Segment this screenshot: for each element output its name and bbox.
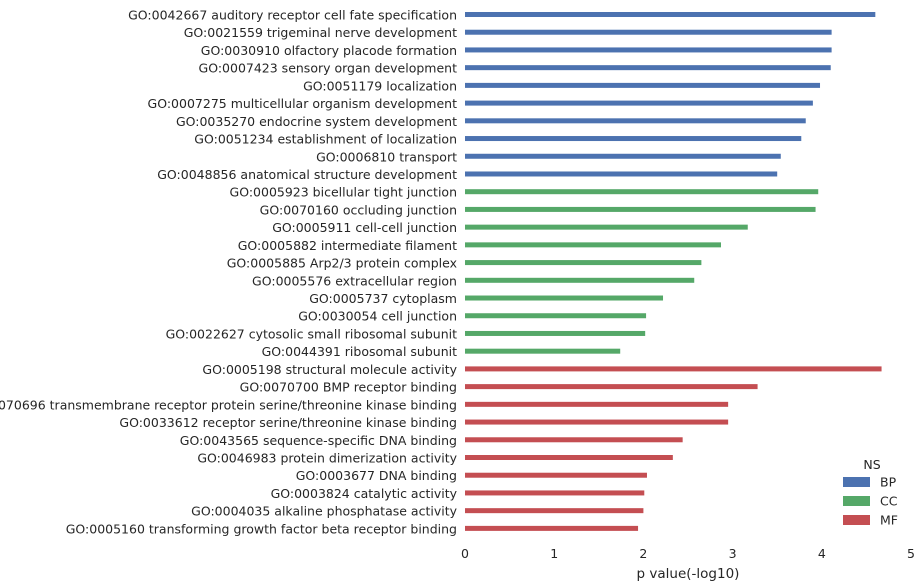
bar-cc — [465, 206, 816, 212]
category-label: GO:0070160 occluding junction — [260, 202, 457, 217]
bar-bp — [465, 65, 831, 71]
bar-cc — [465, 242, 721, 248]
legend-entries: BP CC MF — [843, 475, 898, 528]
bar-cc — [465, 295, 664, 301]
legend-title: NS — [863, 457, 880, 472]
category-label: GO:0048856 anatomical structure developm… — [157, 167, 457, 182]
x-tick-label: 1 — [550, 546, 558, 561]
bar-bp — [465, 171, 778, 177]
x-tick-label: 3 — [729, 546, 737, 561]
bar-bp — [465, 153, 781, 159]
category-label: GO:0003677 DNA binding — [296, 468, 457, 483]
category-label: GO:0035270 endocrine system development — [176, 114, 457, 129]
category-label: GO:0005160 transforming growth factor be… — [66, 521, 457, 536]
legend-label-mf: MF — [880, 513, 898, 528]
category-label: GO:0046983 protein dimerization activity — [197, 451, 457, 466]
x-tick-label: 4 — [818, 546, 826, 561]
x-axis-title: p value(-log10) — [637, 566, 740, 582]
category-label: GO:0007423 sensory organ development — [199, 61, 458, 76]
category-label: GO:0005911 cell-cell junction — [272, 220, 457, 235]
category-label: GO:0022627 cytosolic small ribosomal sub… — [166, 326, 458, 341]
bar-mf — [465, 437, 683, 443]
bar-cc — [465, 277, 695, 283]
bar-bp — [465, 29, 832, 35]
category-label: GO:0030054 cell junction — [298, 309, 457, 324]
bar-cc — [465, 260, 702, 266]
bar-bp — [465, 47, 832, 53]
category-label: GO:0070696 transmembrane receptor protei… — [0, 397, 457, 412]
bar-bp — [465, 118, 806, 124]
bar-mf — [465, 490, 645, 496]
category-label: GO:0005923 bicellular tight junction — [230, 185, 457, 200]
category-label: GO:0051179 localization — [303, 78, 457, 93]
category-label: GO:0030910 olfactory placode formation — [201, 43, 457, 58]
legend-swatch-cc — [843, 496, 870, 506]
category-label: GO:0005576 extracellular region — [252, 273, 457, 288]
category-label: GO:0007275 multicellular organism develo… — [148, 96, 458, 111]
bar-cc — [465, 189, 819, 195]
bar-mf — [465, 525, 639, 531]
category-label: GO:0004035 alkaline phosphatase activity — [191, 504, 457, 519]
category-label: GO:0044391 ribosomal subunit — [262, 344, 457, 359]
bar-cc — [465, 224, 748, 230]
bar-mf — [465, 366, 882, 372]
bar-mf — [465, 401, 729, 407]
bar-mf — [465, 419, 729, 425]
bar-cc — [465, 313, 647, 319]
category-label: GO:0042667 auditory receptor cell fate s… — [128, 8, 457, 23]
bar-bp — [465, 82, 821, 88]
x-tick-label: 5 — [907, 546, 915, 561]
bar-bp — [465, 12, 876, 17]
category-label: GO:0043565 sequence-specific DNA binding — [180, 433, 457, 448]
category-label: GO:0051234 establishment of localization — [194, 132, 457, 147]
legend-swatch-bp — [843, 477, 870, 487]
category-label: GO:0070700 BMP receptor binding — [240, 380, 457, 395]
category-label: GO:0005198 structural molecule activity — [202, 362, 457, 377]
bar-bp — [465, 136, 802, 142]
legend: NS BP CC MF — [843, 457, 898, 528]
category-label: GO:0006810 transport — [316, 149, 457, 164]
bar-mf — [465, 508, 644, 514]
category-label: GO:0005737 cytoplasm — [309, 291, 457, 306]
bar-cc — [465, 330, 646, 336]
bar-mf — [465, 472, 647, 478]
category-label: GO:0005885 Arp2/3 protein complex — [227, 256, 457, 271]
x-tick-label: 2 — [639, 546, 647, 561]
legend-label-bp: BP — [880, 475, 897, 490]
x-tick-label: 0 — [461, 546, 469, 561]
bar-bp — [465, 100, 813, 106]
category-label: GO:0005882 intermediate filament — [238, 238, 457, 253]
bar-mf — [465, 384, 758, 390]
legend-label-cc: CC — [880, 494, 898, 509]
category-labels: GO:0042667 auditory receptor cell fate s… — [0, 8, 458, 537]
bar-mf — [465, 455, 673, 460]
legend-swatch-mf — [843, 515, 870, 525]
category-label: GO:0033612 receptor serine/threonine kin… — [119, 415, 457, 430]
bar-cc — [465, 348, 621, 354]
bars-layer — [465, 12, 882, 531]
category-label: GO:0021559 trigeminal nerve development — [184, 25, 457, 40]
x-axis-ticks: 0 1 2 3 4 5 — [461, 546, 915, 561]
category-label: GO:0003824 catalytic activity — [271, 486, 458, 501]
